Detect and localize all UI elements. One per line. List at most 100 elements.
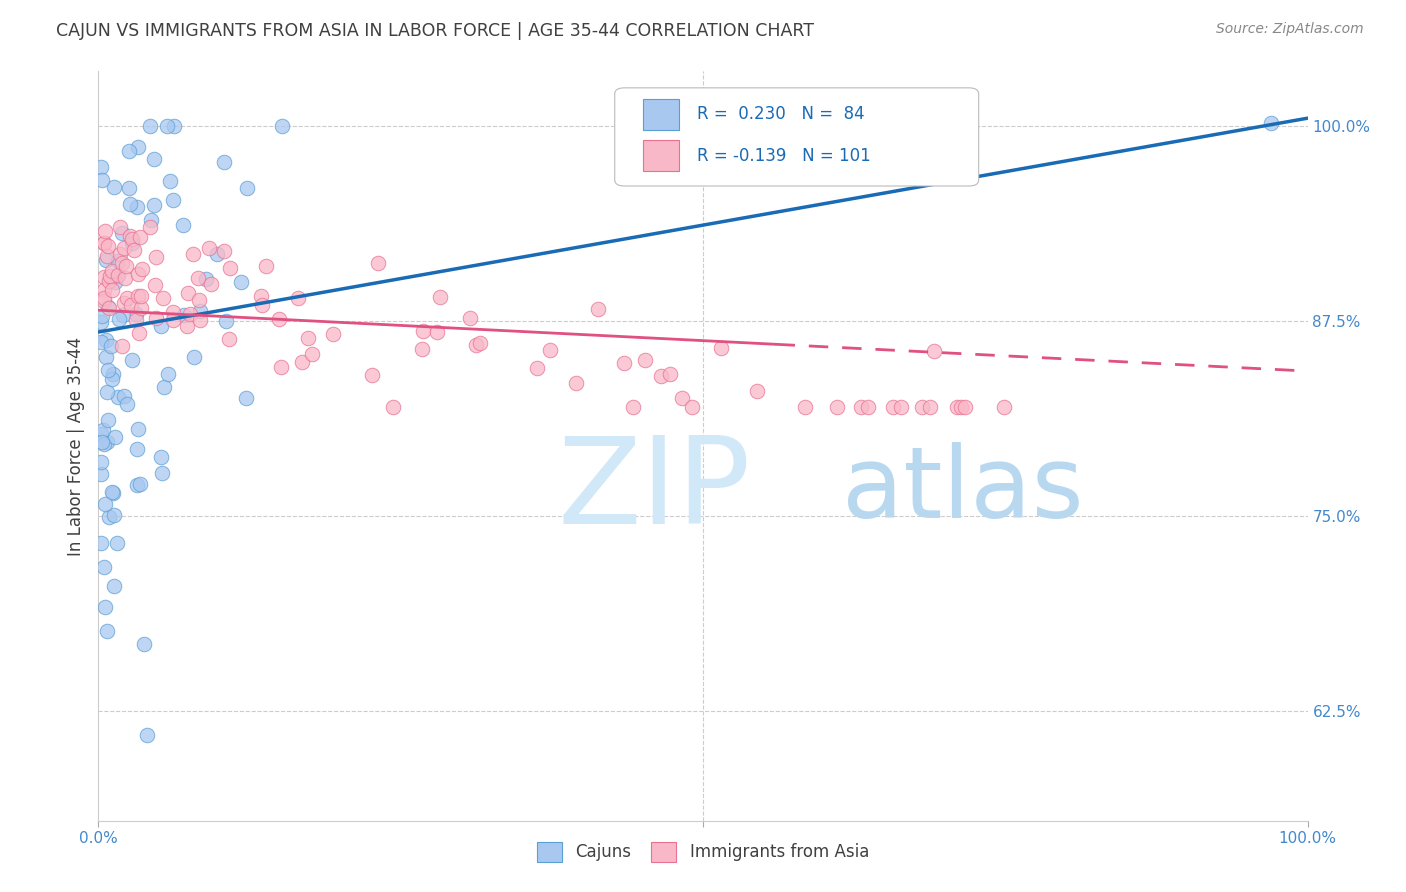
Point xyxy=(152,291,174,305)
Point xyxy=(121,352,143,367)
Point xyxy=(156,119,179,133)
Point xyxy=(101,486,124,500)
Point xyxy=(90,172,112,186)
Point xyxy=(110,255,132,269)
Point xyxy=(162,313,184,327)
Y-axis label: In Labor Force | Age 35-44: In Labor Force | Age 35-44 xyxy=(67,336,86,556)
Point xyxy=(159,173,181,187)
Point xyxy=(150,450,173,465)
Point xyxy=(235,181,257,195)
Point xyxy=(111,226,134,240)
Point xyxy=(188,293,211,308)
Point xyxy=(586,301,609,316)
Point xyxy=(949,400,972,414)
Point xyxy=(103,508,125,522)
Text: R =  0.230   N =  84: R = 0.230 N = 84 xyxy=(697,105,865,123)
Point xyxy=(634,353,657,368)
Point xyxy=(101,367,124,381)
Point xyxy=(181,246,204,260)
Point xyxy=(172,218,194,232)
Point xyxy=(177,285,200,300)
Point xyxy=(115,291,138,305)
Point xyxy=(108,312,131,326)
Point xyxy=(101,264,124,278)
Point xyxy=(118,144,141,158)
Point xyxy=(1260,116,1282,130)
Point xyxy=(103,179,125,194)
Point xyxy=(229,275,252,289)
Point xyxy=(125,442,148,457)
Point xyxy=(136,728,159,742)
Point xyxy=(127,140,149,154)
Point xyxy=(212,244,235,258)
Point xyxy=(90,435,112,450)
Point xyxy=(101,283,124,297)
Point xyxy=(411,343,433,357)
Point xyxy=(858,400,880,414)
Point xyxy=(112,241,135,255)
Point xyxy=(90,455,112,469)
Point xyxy=(993,400,1015,414)
Legend: Cajuns, Immigrants from Asia: Cajuns, Immigrants from Asia xyxy=(530,835,876,869)
Point xyxy=(122,243,145,257)
Point xyxy=(139,119,162,133)
Point xyxy=(93,292,115,306)
Point xyxy=(112,389,135,403)
FancyBboxPatch shape xyxy=(643,140,679,171)
Point xyxy=(412,324,434,338)
Point xyxy=(465,338,488,352)
Point xyxy=(138,220,160,235)
Point xyxy=(93,270,115,285)
Point xyxy=(107,254,129,268)
Point xyxy=(188,304,211,318)
Point xyxy=(114,260,136,274)
Point xyxy=(90,427,112,442)
Point xyxy=(301,347,323,361)
Point xyxy=(218,332,240,346)
Point xyxy=(367,256,389,270)
Point xyxy=(127,200,149,214)
Point xyxy=(97,239,120,253)
Point xyxy=(946,400,969,414)
Point xyxy=(150,467,173,481)
Point xyxy=(100,268,122,283)
Point xyxy=(214,154,236,169)
Point xyxy=(183,350,205,364)
Point xyxy=(162,194,184,208)
Text: R = -0.139   N = 101: R = -0.139 N = 101 xyxy=(697,146,870,165)
Text: ZIP: ZIP xyxy=(558,433,751,549)
Point xyxy=(97,413,120,427)
Point xyxy=(112,296,135,310)
Point xyxy=(162,304,184,318)
Point xyxy=(96,384,118,399)
Point xyxy=(671,392,693,406)
Point xyxy=(105,535,128,549)
Point xyxy=(118,228,141,243)
Point xyxy=(98,301,121,315)
Point xyxy=(131,261,153,276)
Point xyxy=(94,497,117,511)
Point xyxy=(94,224,117,238)
Point xyxy=(361,368,384,382)
Point xyxy=(105,268,128,283)
Point xyxy=(97,274,120,288)
Point xyxy=(91,423,114,437)
Point xyxy=(142,198,165,212)
Point xyxy=(163,119,186,133)
Point xyxy=(267,311,290,326)
Point xyxy=(173,308,195,322)
Text: Source: ZipAtlas.com: Source: ZipAtlas.com xyxy=(1216,22,1364,37)
Point xyxy=(710,341,733,355)
Point xyxy=(111,338,134,352)
Point xyxy=(103,579,125,593)
Point xyxy=(205,246,228,260)
Point xyxy=(100,339,122,353)
Point xyxy=(129,289,152,303)
Point xyxy=(104,275,127,289)
Point xyxy=(104,430,127,444)
Point xyxy=(157,367,180,381)
Point xyxy=(219,261,242,276)
Point xyxy=(128,229,150,244)
Point xyxy=(460,311,482,326)
Point xyxy=(658,368,681,382)
